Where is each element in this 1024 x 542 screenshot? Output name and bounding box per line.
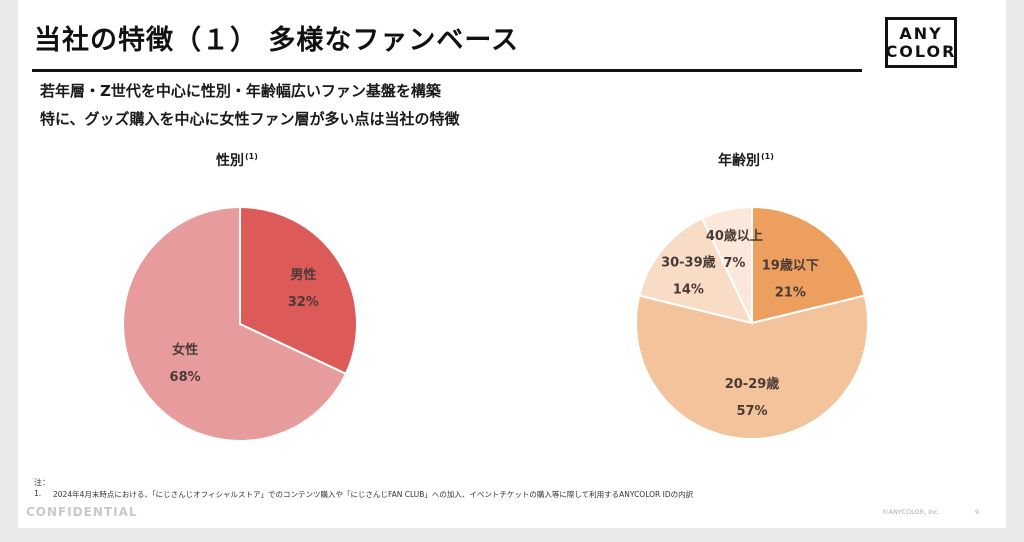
logo-line-2: COLOR	[885, 41, 957, 61]
slice-label-0-1: 女性	[172, 342, 198, 358]
slice-label-1-0: 19歳以下	[762, 257, 819, 273]
pie-slice-1-2	[638, 216, 754, 325]
slice-value-1-3: 7%	[723, 256, 745, 271]
screen-frame-bottom	[0, 528, 1024, 542]
slice-value-0-1: 68%	[170, 370, 201, 385]
confidential-label: CONFIDENTIAL	[26, 505, 138, 519]
gender-chart-title-text: 性別	[216, 153, 244, 169]
slice-label-1-1: 20-29歳	[725, 376, 780, 392]
slice-label-0-0: 男性	[290, 267, 316, 283]
age-chart-title-text: 年齢別	[718, 153, 760, 169]
pie-slice-0-0	[239, 205, 358, 376]
age-chart-title: 年齢別(1)	[718, 150, 774, 170]
page-number: 9	[975, 508, 980, 516]
gender-chart-title-note: (1)	[245, 152, 258, 162]
footnote-number: 1.	[34, 489, 42, 498]
slice-label-1-3: 40歳以上	[706, 228, 763, 244]
footnote-heading: 注：	[34, 478, 50, 487]
age-chart-title-note: (1)	[761, 152, 774, 162]
pie-slice-0-1	[122, 205, 348, 442]
logo-line-1: ANY	[899, 23, 943, 43]
pie-slice-1-1	[635, 294, 869, 440]
slice-value-1-2: 14%	[673, 282, 704, 297]
subtitle-line-2: 特に、グッズ購入を中心に女性ファン層が多い点は当社の特徴	[40, 110, 460, 128]
footnote-text: 2024年4月末時点における、「にじさんじオフィシャルストア」でのコンテンツ購入…	[53, 490, 694, 499]
age-pie-chart: 19歳以下 21% 20-29歳 57% 30-39歳 14% 40歳以上 7%	[635, 205, 869, 440]
screen-frame-right	[1006, 0, 1024, 542]
slice-label-1-2: 30-39歳	[661, 254, 716, 270]
slice-value-1-1: 57%	[736, 404, 767, 419]
slice-value-0-0: 32%	[288, 295, 319, 310]
page-title: 当社の特徴（１） 多様なファンベース	[34, 25, 520, 56]
title-divider	[32, 69, 862, 72]
screen-frame-left	[0, 0, 18, 542]
slice-value-1-0: 21%	[775, 285, 806, 300]
gender-chart-title: 性別(1)	[216, 150, 258, 170]
gender-pie-chart: 男性 32% 女性 68%	[122, 205, 358, 442]
company-logo: ANY COLOR	[885, 17, 957, 68]
copyright: ©ANYCOLOR, Inc.	[882, 508, 940, 516]
pie-slice-1-3	[700, 205, 753, 324]
subtitle-line-1: 若年層・Z世代を中心に性別・年齢幅広いファン基盤を構築	[40, 82, 441, 100]
pie-slice-1-0	[751, 205, 866, 325]
